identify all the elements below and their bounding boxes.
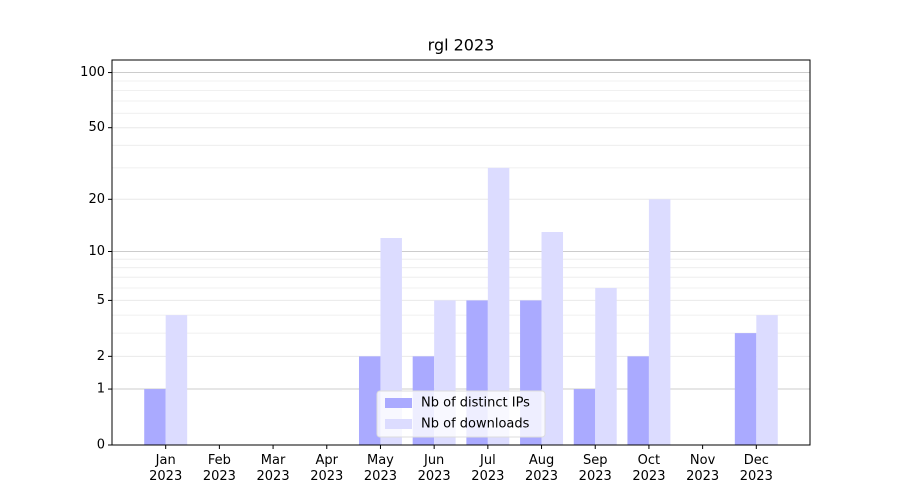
y-tick-label: 20 [88,192,105,207]
x-tick-label: May 2023 [363,453,397,484]
x-tick-label: Jun 2023 [417,453,451,484]
x-tick-label: Feb 2023 [202,453,236,484]
y-tick-label: 0 [97,438,105,453]
x-tick-label: Aug 2023 [524,453,559,484]
x-tick-label: Mar 2023 [256,453,290,484]
x-tick-label: Oct 2023 [632,453,666,484]
x-tick-label: Apr 2023 [310,453,344,484]
bar [358,356,381,445]
bar [756,315,778,445]
bar [627,356,649,445]
bar [573,389,596,445]
x-tick-label: Jul 2023 [471,453,505,484]
legend-swatch [385,398,412,408]
y-tick-label: 100 [80,65,105,80]
x-tick-label: Jan 2023 [149,453,183,484]
bar [734,333,757,445]
y-tick-label: 10 [88,244,105,259]
y-tick-label: 2 [97,349,105,364]
bar [541,232,564,445]
bar [648,199,671,445]
legend-label: Nb of downloads [421,417,530,432]
x-tick-label: Nov 2023 [686,453,720,484]
x-tick-label: Dec 2023 [739,453,773,484]
bar [165,315,188,445]
legend-label: Nb of distinct IPs [421,396,530,411]
y-tick-label: 1 [97,382,105,397]
y-tick-label: 50 [88,120,105,135]
plot-frame [111,59,811,446]
x-tick-label: Sep 2023 [578,453,612,484]
bar [144,389,166,445]
legend: Nb of distinct IPs Nb of downloads [376,390,546,438]
bar [595,287,617,445]
legend-frame [376,390,546,438]
chart-title: rgl 2023 [428,36,495,55]
bar [487,167,510,445]
legend-swatch [385,419,412,429]
y-tick-label: 5 [97,293,105,308]
